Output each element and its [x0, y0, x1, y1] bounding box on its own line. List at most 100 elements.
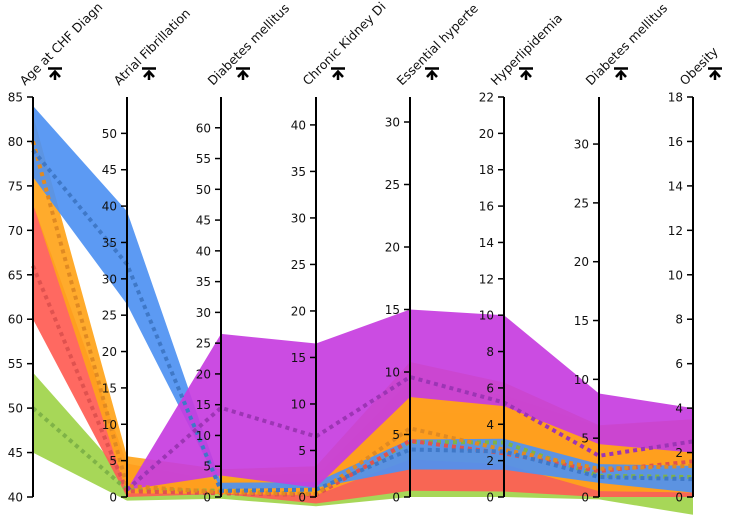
- sort-ascending-icon[interactable]: [708, 67, 722, 81]
- tick-label: 16: [668, 135, 683, 149]
- tick-label: 20: [385, 241, 400, 255]
- tick-label: 55: [8, 357, 23, 371]
- sort-ascending-icon[interactable]: [236, 67, 250, 81]
- tick-label: 8: [675, 313, 683, 327]
- tick-label: 5: [581, 432, 589, 446]
- tick-label: 18: [479, 163, 494, 177]
- sort-ascending-icon[interactable]: [519, 67, 533, 81]
- tick-label: 10: [102, 418, 117, 432]
- tick-label: 50: [102, 127, 117, 141]
- tick-label: 10: [479, 309, 494, 323]
- tick-label: 6: [675, 357, 683, 371]
- tick-label: 5: [109, 454, 117, 468]
- tick-label: 5: [203, 460, 211, 474]
- tick-label: 50: [196, 183, 211, 197]
- tick-label: 18: [668, 91, 683, 105]
- axis-title: Age at CHF Diagn: [17, 0, 106, 88]
- tick-label: 30: [196, 306, 211, 320]
- tick-label: 25: [102, 309, 117, 323]
- tick-label: 22: [479, 91, 494, 105]
- median-line-series-3: [31, 140, 694, 497]
- axis-title: Diabetes mellitus: [205, 0, 293, 88]
- tick-label: 15: [574, 314, 589, 328]
- tick-label: 2: [675, 446, 683, 460]
- median-line-series-4: [31, 149, 694, 493]
- sort-ascending-icon[interactable]: [331, 67, 345, 81]
- tick-label: 14: [668, 179, 683, 193]
- tick-label: 10: [196, 429, 211, 443]
- tick-label: 0: [203, 491, 211, 505]
- tick-label: 14: [479, 236, 494, 250]
- tick-label: 15: [385, 303, 400, 317]
- tick-label: 20: [291, 304, 306, 318]
- tick-label: 5: [392, 428, 400, 442]
- tick-label: 25: [574, 196, 589, 210]
- tick-label: 16: [479, 200, 494, 214]
- tick-label: 6: [486, 381, 494, 395]
- tick-label: 0: [486, 491, 494, 505]
- tick-label: 40: [196, 244, 211, 258]
- tick-label: 10: [668, 268, 683, 282]
- tick-label: 2: [486, 454, 494, 468]
- axis-title: Essential hyperte: [394, 0, 482, 88]
- tick-label: 4: [675, 402, 683, 416]
- tick-label: 75: [8, 179, 23, 193]
- tick-label: 25: [385, 178, 400, 192]
- tick-label: 80: [8, 135, 23, 149]
- tick-label: 12: [479, 272, 494, 286]
- tick-label: 35: [102, 236, 117, 250]
- tick-label: 40: [291, 118, 306, 132]
- tick-label: 60: [8, 313, 23, 327]
- tick-label: 40: [8, 491, 23, 505]
- tick-label: 0: [675, 491, 683, 505]
- axis-title: Chronic Kidney Di: [300, 0, 389, 88]
- bands-layer: [33, 105, 693, 515]
- tick-label: 55: [196, 152, 211, 166]
- tick-label: 5: [298, 444, 306, 458]
- tick-label: 15: [102, 381, 117, 395]
- tick-label: 30: [385, 116, 400, 130]
- tick-label: 20: [479, 127, 494, 141]
- tick-label: 35: [196, 275, 211, 289]
- tick-label: 35: [291, 165, 306, 179]
- tick-label: 30: [574, 138, 589, 152]
- tick-label: 0: [581, 491, 589, 505]
- tick-label: 0: [392, 491, 400, 505]
- tick-label: 8: [486, 345, 494, 359]
- sort-ascending-icon[interactable]: [48, 67, 62, 81]
- tick-label: 70: [8, 224, 23, 238]
- tick-label: 30: [291, 211, 306, 225]
- tick-label: 40: [102, 200, 117, 214]
- axis-title: Diabetes mellitus: [583, 0, 671, 88]
- tick-label: 10: [574, 373, 589, 387]
- tick-label: 12: [668, 224, 683, 238]
- median-line-series-2: [31, 265, 694, 498]
- tick-label: 15: [291, 351, 306, 365]
- tick-label: 10: [291, 397, 306, 411]
- tick-label: 4: [486, 418, 494, 432]
- tick-label: 15: [196, 398, 211, 412]
- tick-label: 65: [8, 268, 23, 282]
- band-series-5: [127, 309, 693, 490]
- tick-label: 0: [109, 491, 117, 505]
- sort-ascending-icon[interactable]: [614, 67, 628, 81]
- tick-label: 60: [196, 121, 211, 135]
- tick-label: 85: [8, 91, 23, 105]
- tick-label: 30: [102, 272, 117, 286]
- tick-label: 50: [8, 402, 23, 416]
- tick-label: 0: [298, 491, 306, 505]
- tick-label: 45: [102, 163, 117, 177]
- tick-label: 45: [8, 446, 23, 460]
- tick-label: 45: [196, 214, 211, 228]
- tick-label: 25: [196, 337, 211, 351]
- tick-label: 10: [385, 366, 400, 380]
- tick-label: 20: [574, 255, 589, 269]
- tick-label: 25: [291, 258, 306, 272]
- tick-label: 20: [102, 345, 117, 359]
- tick-label: 20: [196, 367, 211, 381]
- axis-title: Obesity: [677, 43, 722, 88]
- sort-ascending-icon[interactable]: [142, 67, 156, 81]
- median-lines-layer: [31, 140, 694, 498]
- sort-ascending-icon[interactable]: [425, 67, 439, 81]
